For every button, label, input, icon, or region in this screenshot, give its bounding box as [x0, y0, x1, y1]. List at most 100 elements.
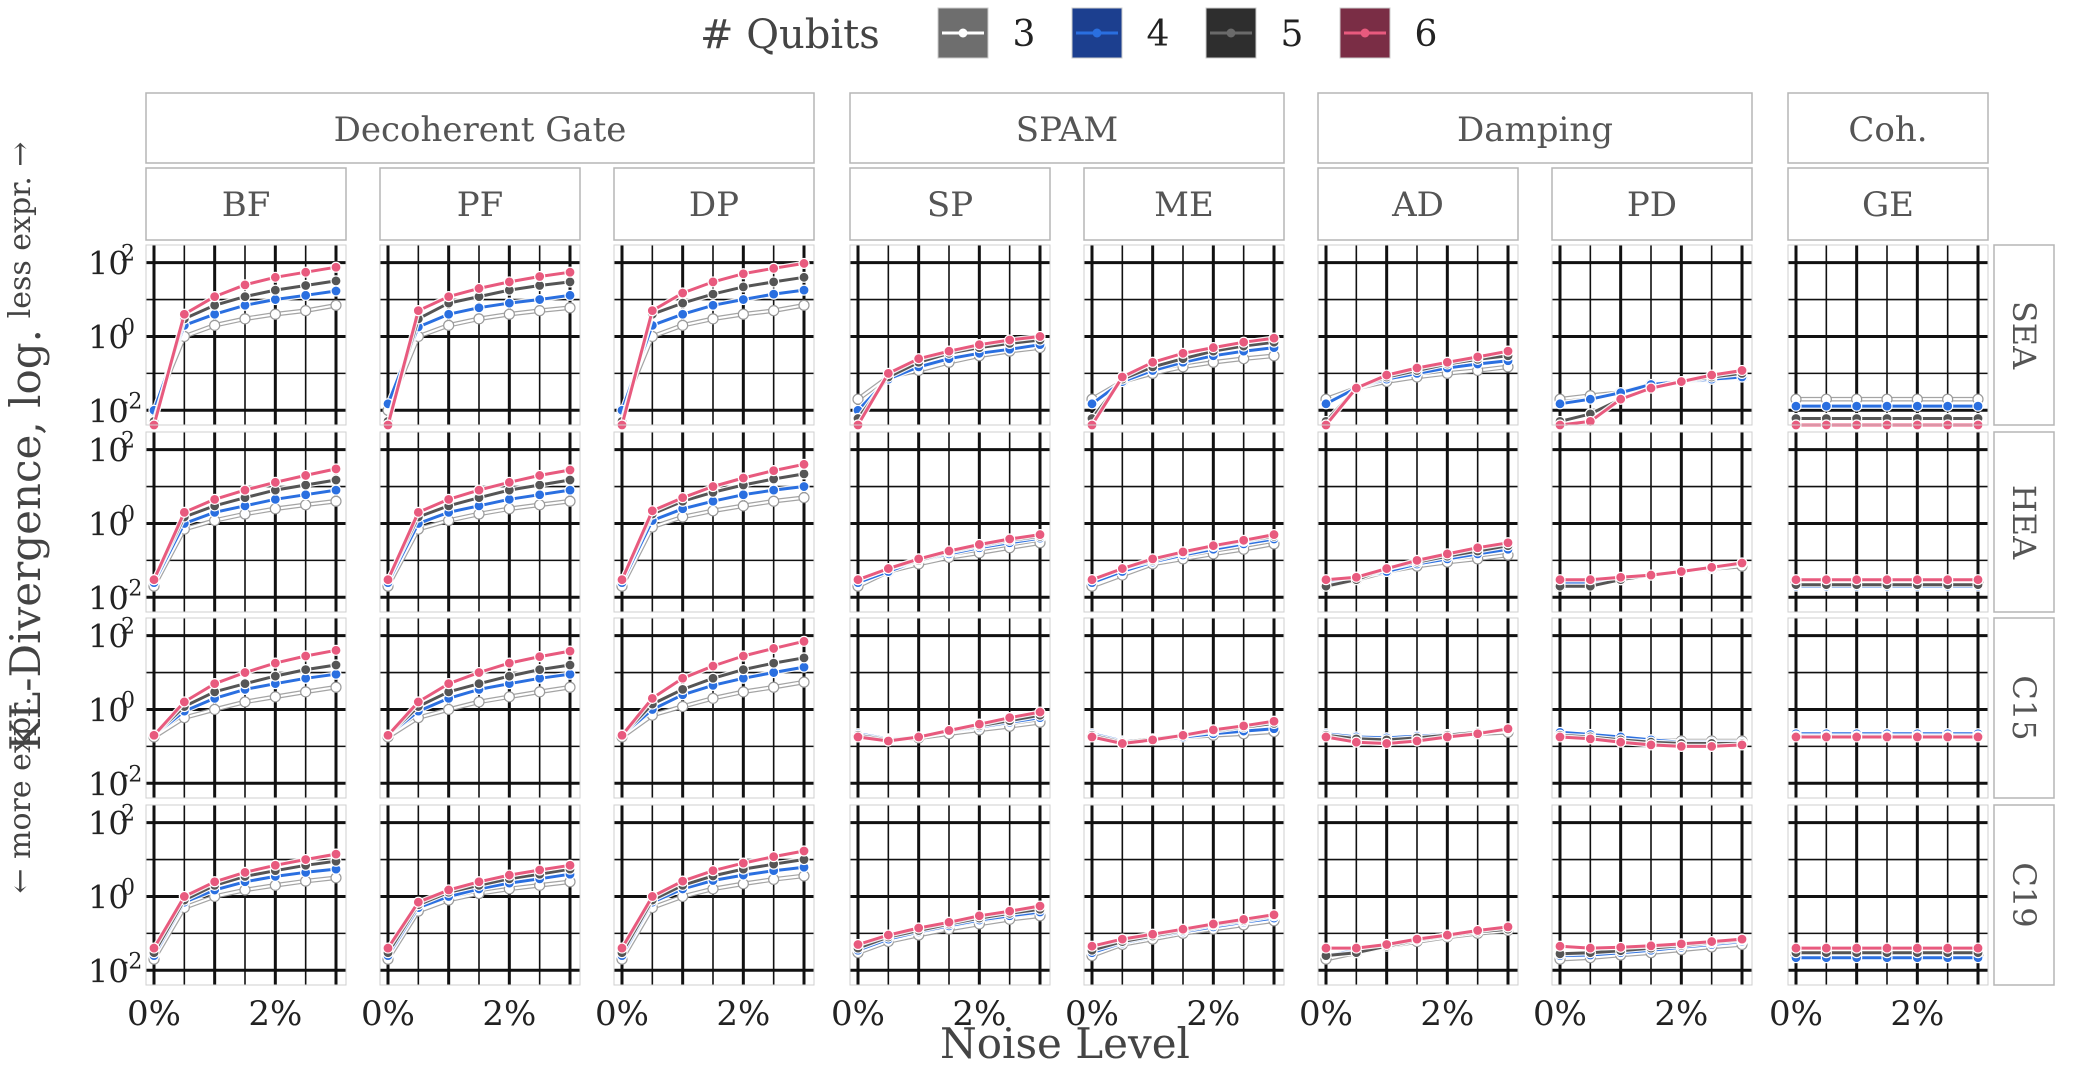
y-tick-exponent: 2 [121, 802, 135, 827]
data-point [1645, 739, 1657, 751]
data-point [852, 393, 864, 405]
x-axis-title: Noise Level [940, 1019, 1190, 1068]
data-point [707, 692, 719, 704]
data-point [707, 505, 719, 517]
column-strip-bf: BF [145, 167, 347, 241]
data-point [330, 681, 342, 693]
series-6-qubits [852, 706, 1046, 747]
panel-c15-pf [379, 617, 581, 799]
data-point [798, 271, 810, 283]
legend-key-dot-3 [958, 28, 968, 38]
data-point [1554, 731, 1566, 743]
panel-c15-ad [1317, 617, 1519, 799]
data-point [677, 308, 689, 320]
panel-border [145, 431, 347, 613]
column-strip-label: PD [1627, 185, 1677, 225]
data-point [443, 493, 455, 505]
y-tick-label: 10 [88, 691, 129, 729]
data-point [1736, 364, 1748, 377]
data-point [534, 469, 546, 482]
panel-border [1787, 431, 1989, 613]
panel-border [379, 617, 581, 799]
panel-border [1083, 431, 1285, 613]
data-point [239, 484, 251, 496]
series-6-qubits [1554, 557, 1748, 586]
x-tick-label: 0% [361, 994, 415, 1034]
data-point [503, 276, 515, 288]
series-6-qubits [852, 330, 1046, 431]
data-point [564, 464, 576, 476]
x-tick-label: 2% [1186, 994, 1240, 1034]
data-point [300, 664, 312, 676]
panel-grid [1318, 618, 1518, 798]
data-point [677, 287, 689, 299]
panel-c15-ge [1787, 617, 1989, 799]
data-point [1268, 715, 1280, 727]
data-point [1034, 330, 1046, 343]
data-point [1615, 571, 1627, 583]
row-strip-hea: HEA [1993, 431, 2055, 613]
data-point [707, 276, 719, 288]
data-point [677, 672, 689, 684]
data-point [564, 645, 576, 657]
x-tick-label: 2% [1654, 994, 1708, 1034]
data-point [269, 493, 281, 505]
data-point [269, 503, 281, 515]
data-point [1911, 574, 1923, 586]
column-strip-ge: GE [1787, 167, 1989, 241]
column-strip-pd: PD [1551, 167, 1753, 241]
y-tick-exponent: -2 [121, 389, 142, 414]
data-point [798, 676, 810, 688]
column-strip-box [1317, 167, 1519, 241]
data-point [798, 299, 810, 311]
data-point [677, 319, 689, 331]
data-point [330, 668, 342, 680]
y-tick-label: 10 [88, 505, 129, 543]
data-point [269, 293, 281, 306]
data-point [973, 339, 985, 351]
data-point [1851, 400, 1863, 412]
data-point [1645, 569, 1657, 581]
panel-sea-pd [1551, 244, 1753, 431]
data-point [646, 692, 658, 704]
data-point [798, 492, 810, 504]
data-point [534, 293, 546, 306]
data-point [1911, 942, 1923, 954]
data-point [564, 266, 576, 278]
data-point [330, 463, 342, 475]
y-tick-exponent: 2 [121, 429, 135, 454]
legend-label-5: 5 [1281, 14, 1304, 55]
y-tick-exponent: 2 [121, 615, 135, 640]
data-point [1736, 933, 1748, 945]
data-point [1472, 924, 1484, 937]
row-strip-box [1993, 431, 2055, 613]
column-strip-label: ME [1154, 185, 1214, 225]
data-point [564, 474, 576, 486]
data-point [209, 291, 221, 303]
data-point [798, 661, 810, 673]
data-point [1820, 731, 1832, 743]
panel-border [613, 804, 815, 986]
data-point [148, 942, 160, 954]
data-point [564, 681, 576, 693]
column-strip-box [145, 167, 347, 241]
data-point [269, 859, 281, 871]
data-point [677, 700, 689, 713]
data-point [1472, 728, 1484, 740]
panel-hea-me [1083, 431, 1285, 613]
data-point [1441, 356, 1453, 368]
data-point [882, 367, 894, 379]
data-point [798, 480, 810, 493]
data-point [737, 268, 749, 280]
data-point [1675, 565, 1687, 578]
group-strip-1: SPAM [849, 92, 1285, 164]
data-point [1238, 720, 1250, 732]
x-tick-label: 2% [248, 994, 302, 1034]
data-point [473, 678, 485, 690]
panel-sea-sp [849, 244, 1051, 431]
data-point [1207, 540, 1219, 552]
data-point [443, 884, 455, 896]
data-point [798, 458, 810, 470]
